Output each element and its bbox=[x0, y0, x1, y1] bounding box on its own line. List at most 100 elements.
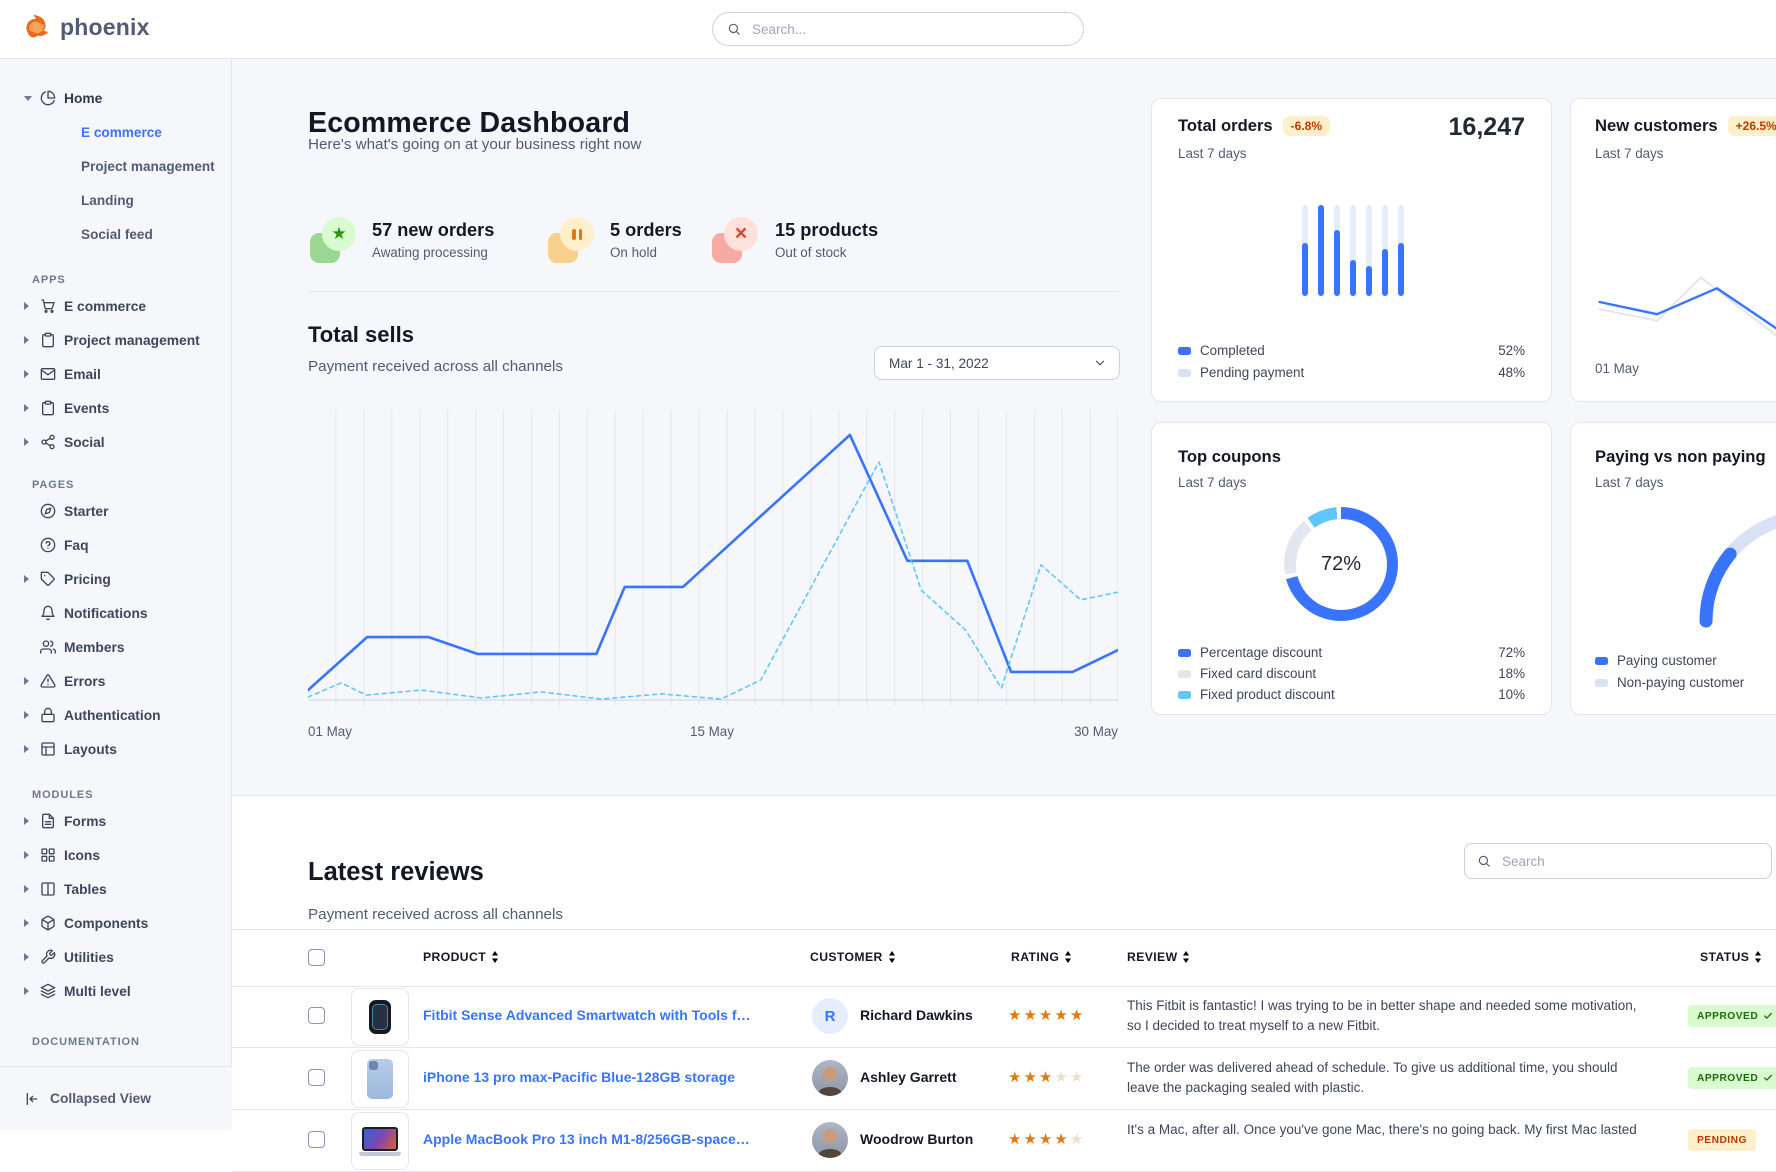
product-image-macbook[interactable] bbox=[351, 1112, 409, 1170]
brand-logo[interactable]: phoenix bbox=[22, 13, 150, 42]
sidebar-item-tables[interactable]: Tables bbox=[0, 872, 231, 906]
bell-icon bbox=[40, 605, 56, 621]
review-text: The order was delivered ahead of schedul… bbox=[1127, 1060, 1618, 1095]
card-period: Last 7 days bbox=[1595, 146, 1664, 161]
sidebar-item-email[interactable]: Email bbox=[0, 357, 231, 391]
sidebar-item-errors[interactable]: Errors bbox=[0, 664, 231, 698]
caret-right-icon bbox=[24, 817, 40, 825]
sidebar-section-pages: PAGES bbox=[32, 479, 75, 491]
sidebar-item-icons[interactable]: Icons bbox=[0, 838, 231, 872]
sidebar-item-notifications[interactable]: Notifications bbox=[0, 596, 231, 630]
legend-swatch bbox=[1178, 346, 1191, 355]
row-checkbox[interactable] bbox=[308, 1131, 325, 1148]
card-title: Paying vs non paying bbox=[1595, 447, 1766, 466]
sidebar-item-apps-ecommerce[interactable]: E commerce bbox=[0, 289, 231, 323]
top-navbar: phoenix bbox=[0, 0, 1776, 59]
sidebar-item-pricing[interactable]: Pricing bbox=[0, 562, 231, 596]
row-checkbox[interactable] bbox=[308, 1069, 325, 1086]
column-header-rating[interactable]: RATING bbox=[1011, 950, 1072, 964]
cart-icon bbox=[40, 298, 56, 314]
sidebar-item-utilities[interactable]: Utilities bbox=[0, 940, 231, 974]
x-tick-01-may: 01 May bbox=[1595, 361, 1639, 376]
legend-completed: Completed bbox=[1178, 343, 1265, 358]
total-orders-value: 16,247 bbox=[1448, 113, 1525, 141]
sidebar-item-layouts[interactable]: Layouts bbox=[0, 732, 231, 766]
sidebar-item-authentication[interactable]: Authentication bbox=[0, 698, 231, 732]
new-customers-sparkline bbox=[1598, 276, 1776, 337]
row-checkbox[interactable] bbox=[308, 1007, 325, 1024]
card-title: Total orders bbox=[1178, 116, 1273, 135]
card-title: New customers bbox=[1595, 116, 1718, 135]
sidebar-item-faq[interactable]: Faq bbox=[0, 528, 231, 562]
sidebar-item-project-management[interactable]: Project management bbox=[81, 158, 215, 174]
sort-icon bbox=[1754, 951, 1762, 963]
sidebar-item-home[interactable]: Home bbox=[0, 81, 231, 115]
legend-pending: Pending payment bbox=[1178, 365, 1304, 380]
sidebar-item-social[interactable]: Social bbox=[0, 425, 231, 459]
product-image-smartwatch[interactable] bbox=[351, 988, 409, 1046]
page-subtitle: Here's what's going on at your business … bbox=[308, 136, 642, 153]
x-tick-30-may: 30 May bbox=[1074, 724, 1118, 739]
caret-right-icon bbox=[24, 302, 40, 310]
brand-name: phoenix bbox=[60, 14, 150, 40]
column-header-customer[interactable]: CUSTOMER bbox=[810, 950, 896, 964]
rating-stars: ★★★★★ bbox=[1008, 1007, 1086, 1024]
legend-value: 18% bbox=[1498, 666, 1525, 681]
column-header-review[interactable]: REVIEW bbox=[1127, 950, 1190, 964]
legend-paying-customer: Paying customer bbox=[1595, 653, 1717, 668]
sidebar-section-apps: APPS bbox=[32, 274, 66, 286]
alert-triangle-icon bbox=[40, 673, 56, 689]
legend-swatch bbox=[1178, 648, 1191, 657]
column-header-status[interactable]: STATUS bbox=[1700, 950, 1762, 964]
product-link[interactable]: Fitbit Sense Advanced Smartwatch with To… bbox=[423, 1007, 753, 1023]
sidebar-item-forms[interactable]: Forms bbox=[0, 804, 231, 838]
product-link[interactable]: iPhone 13 pro max-Pacific Blue-128GB sto… bbox=[423, 1069, 735, 1085]
total-orders-bar-chart bbox=[1302, 205, 1404, 296]
product-link[interactable]: Apple MacBook Pro 13 inch M1-8/256GB-spa… bbox=[423, 1131, 753, 1147]
legend-non-paying-customer: Non-paying customer bbox=[1595, 675, 1744, 690]
collapse-sidebar-button[interactable]: Collapsed View bbox=[0, 1066, 232, 1130]
column-header-product[interactable]: PRODUCT bbox=[423, 950, 499, 964]
caret-right-icon bbox=[24, 885, 40, 893]
global-search-input[interactable] bbox=[750, 20, 1069, 38]
dashboard-main: Ecommerce Dashboard Here's what's going … bbox=[232, 58, 1776, 795]
reviews-search-input[interactable] bbox=[1500, 852, 1759, 870]
phoenix-logo-icon bbox=[26, 14, 49, 38]
trend-badge: +26.5% bbox=[1727, 116, 1776, 136]
legend-swatch bbox=[1178, 690, 1191, 699]
sidebar-item-events[interactable]: Events bbox=[0, 391, 231, 425]
x-tick-15-may: 15 May bbox=[690, 724, 734, 739]
sidebar: Home E commerce Project management Landi… bbox=[0, 58, 232, 1130]
date-range-select[interactable]: Mar 1 - 31, 2022 bbox=[874, 346, 1120, 380]
box-icon bbox=[40, 915, 56, 931]
trend-badge: -6.8% bbox=[1282, 116, 1331, 136]
legend-percentage-discount: Percentage discount bbox=[1178, 645, 1322, 660]
sidebar-item-apps-project-management[interactable]: Project management bbox=[0, 323, 231, 357]
sort-icon bbox=[1182, 951, 1190, 963]
total-sells-title: Total sells bbox=[308, 322, 414, 347]
sidebar-item-members[interactable]: Members bbox=[0, 630, 231, 664]
sidebar-item-social-feed[interactable]: Social feed bbox=[81, 226, 153, 242]
sidebar-item-starter[interactable]: Starter bbox=[0, 494, 231, 528]
customer-name: Richard Dawkins bbox=[860, 1007, 973, 1023]
caret-right-icon bbox=[24, 919, 40, 927]
rating-stars: ★★★★★ bbox=[1008, 1131, 1086, 1148]
caret-right-icon bbox=[24, 336, 40, 344]
caret-right-icon bbox=[24, 851, 40, 859]
compass-icon bbox=[40, 503, 56, 519]
caret-down-icon bbox=[24, 96, 40, 101]
new-orders-stat: 57 new orders Awating processing bbox=[372, 220, 495, 260]
sidebar-item-ecommerce[interactable]: E commerce bbox=[81, 124, 162, 140]
rating-stars: ★★★★★ bbox=[1008, 1069, 1086, 1086]
help-circle-icon bbox=[40, 537, 56, 553]
star-icon: ★ bbox=[322, 217, 356, 251]
sidebar-item-multi-level[interactable]: Multi level bbox=[0, 974, 231, 1008]
legend-value: 52% bbox=[1498, 343, 1525, 358]
select-all-checkbox[interactable] bbox=[308, 949, 325, 966]
columns-icon bbox=[40, 881, 56, 897]
sidebar-item-components[interactable]: Components bbox=[0, 906, 231, 940]
legend-swatch bbox=[1595, 678, 1608, 687]
grid-icon bbox=[40, 847, 56, 863]
sidebar-item-landing[interactable]: Landing bbox=[81, 192, 134, 208]
product-image-iphone[interactable] bbox=[351, 1050, 409, 1108]
